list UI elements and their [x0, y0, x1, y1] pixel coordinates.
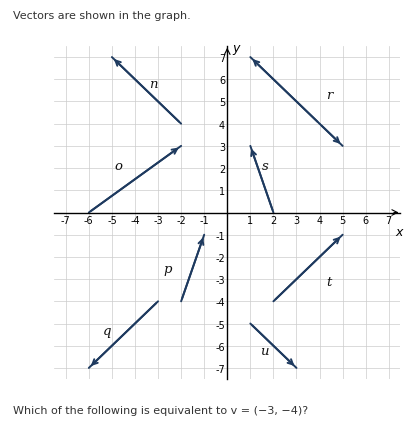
- Text: n: n: [149, 78, 158, 91]
- Text: y: y: [232, 41, 239, 55]
- Text: p: p: [163, 262, 171, 275]
- Text: r: r: [326, 89, 332, 102]
- Text: q: q: [103, 324, 111, 337]
- Text: u: u: [260, 344, 269, 357]
- Text: t: t: [326, 275, 332, 288]
- Text: x: x: [395, 225, 403, 238]
- Text: Vectors are shown in the graph.: Vectors are shown in the graph.: [13, 11, 190, 20]
- Text: o: o: [115, 160, 123, 173]
- Text: s: s: [262, 160, 269, 173]
- Text: Which of the following is equivalent to v = (−3, −4)?: Which of the following is equivalent to …: [13, 406, 308, 415]
